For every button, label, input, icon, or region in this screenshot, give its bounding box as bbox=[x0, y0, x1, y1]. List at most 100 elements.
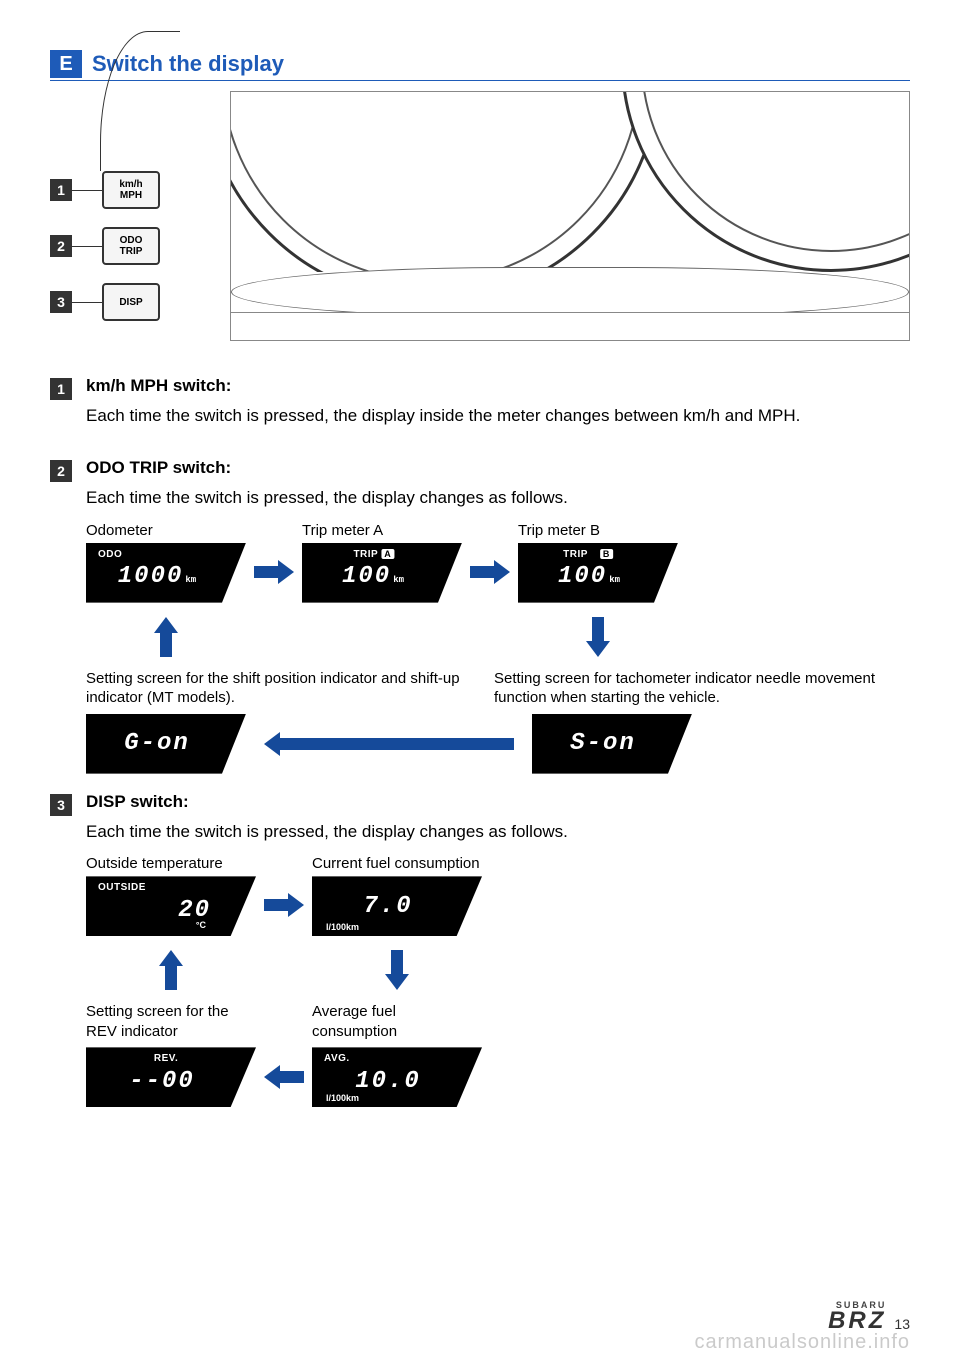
outside-top: OUTSIDE bbox=[98, 882, 146, 893]
switch-badge-1: 1 bbox=[50, 179, 72, 201]
switch-1-line2: MPH bbox=[120, 190, 142, 201]
odo-flow-row-2: G-on S-on bbox=[86, 714, 910, 774]
odometer-display: ODO 1000km bbox=[86, 543, 246, 603]
section-badge: E bbox=[50, 50, 82, 78]
arrow-up-icon bbox=[159, 950, 183, 990]
outside-label: Outside temperature bbox=[86, 855, 223, 872]
arrow-left-long-icon bbox=[264, 732, 514, 756]
outside-col: Outside temperature OUTSIDE 20 °C bbox=[86, 855, 256, 936]
tripA-label: Trip meter A bbox=[302, 522, 383, 539]
arrow-down-icon bbox=[385, 950, 409, 990]
s-on-display: S-on bbox=[532, 714, 692, 774]
odo-caption-row bbox=[86, 611, 910, 663]
current-display: 7.0 l/100km bbox=[312, 876, 482, 936]
connector-line bbox=[72, 246, 102, 247]
tripB-arrow-down-col bbox=[518, 611, 678, 663]
item-1-text: Each time the switch is pressed, the dis… bbox=[86, 404, 910, 428]
tripA-col: Trip meter A TRIPA 100km bbox=[302, 522, 462, 603]
odometer-col: Odometer ODO 1000km bbox=[86, 522, 246, 603]
odo-flow-row-1: Odometer ODO 1000km Trip meter A TRIPA 1… bbox=[86, 522, 910, 603]
item-3-text: Each time the switch is pressed, the dis… bbox=[86, 820, 910, 844]
kmh-mph-button: km/h MPH bbox=[102, 171, 160, 209]
avg-unit: l/100km bbox=[326, 1093, 359, 1103]
page-number: 13 bbox=[894, 1316, 910, 1332]
dash-trim bbox=[231, 267, 909, 317]
page-footer: SUBARU BRZ 13 bbox=[828, 1300, 910, 1332]
item-2: 2 ODO TRIP switch: Each time the switch … bbox=[50, 458, 910, 774]
tripB-col: Trip meter B TRIPB 100km bbox=[518, 522, 678, 603]
disp-arrow-row bbox=[86, 944, 910, 996]
brand-large: BRZ bbox=[828, 1310, 886, 1332]
switch-3-line1: DISP bbox=[119, 297, 142, 308]
arrow-down-icon bbox=[586, 617, 610, 657]
switch-row-1: 1 km/h MPH bbox=[50, 171, 210, 209]
tach-caption: Setting screen for tachometer indicator … bbox=[494, 669, 910, 708]
section-title: Switch the display bbox=[92, 51, 284, 77]
section-header: E Switch the display bbox=[50, 50, 910, 81]
tripA-display: TRIPA 100km bbox=[302, 543, 462, 603]
item-1: 1 km/h MPH switch: Each time the switch … bbox=[50, 376, 910, 440]
switch-2-line2: TRIP bbox=[120, 246, 143, 257]
odo-trip-button: ODO TRIP bbox=[102, 227, 160, 265]
item-2-badge: 2 bbox=[50, 460, 72, 482]
disp-flow-row-2: REV. --00 AVG. 10.0 l/100km bbox=[86, 1047, 910, 1107]
s-on-value: S-on bbox=[544, 730, 692, 757]
connector-line bbox=[72, 190, 102, 191]
switch-2-line1: ODO bbox=[120, 235, 143, 246]
gauge-bottom-band bbox=[231, 312, 909, 340]
tripB-top: TRIPB bbox=[563, 549, 613, 560]
speedometer-inner bbox=[230, 91, 641, 282]
item-3-badge: 3 bbox=[50, 794, 72, 816]
disp-caption-row: Setting screen for the REV indicator Ave… bbox=[86, 996, 910, 1047]
switch-row-3: 3 DISP bbox=[50, 283, 210, 321]
item-3-title: DISP switch: bbox=[86, 792, 910, 812]
odo-arrow-up-col bbox=[86, 611, 246, 663]
avg-display: AVG. 10.0 l/100km bbox=[312, 1047, 482, 1107]
shift-caption: Setting screen for the shift position in… bbox=[86, 669, 486, 708]
arrow-right-icon bbox=[264, 893, 304, 917]
current-col: Current fuel consumption 7.0 l/100km bbox=[312, 855, 482, 936]
rev-caption: Setting screen for the REV indicator bbox=[86, 1002, 256, 1041]
tripA-value: 100km bbox=[314, 555, 462, 590]
odometer-value: 1000km bbox=[98, 555, 246, 590]
gauge-cluster-illustration bbox=[230, 91, 910, 341]
switch-badge-2: 2 bbox=[50, 235, 72, 257]
connector-line bbox=[72, 302, 102, 303]
tripB-label: Trip meter B bbox=[518, 522, 600, 539]
outside-unit: °C bbox=[196, 920, 206, 930]
item-2-title: ODO TRIP switch: bbox=[86, 458, 910, 478]
tripB-display: TRIPB 100km bbox=[518, 543, 678, 603]
watermark: carmanualsonline.info bbox=[694, 1331, 910, 1354]
item-3: 3 DISP switch: Each time the switch is p… bbox=[50, 792, 910, 1108]
speedometer-ticks bbox=[230, 91, 639, 280]
item-1-badge: 1 bbox=[50, 378, 72, 400]
outside-display: OUTSIDE 20 °C bbox=[86, 876, 256, 936]
rev-value: --00 bbox=[98, 1060, 256, 1095]
tripB-value: 100km bbox=[530, 555, 678, 590]
disp-button: DISP bbox=[102, 283, 160, 321]
avg-value: 10.0 bbox=[324, 1060, 482, 1095]
outside-value: 20 bbox=[98, 889, 256, 924]
item-2-text: Each time the switch is pressed, the dis… bbox=[86, 486, 910, 510]
arrow-left-icon bbox=[264, 1065, 304, 1089]
rev-display: REV. --00 bbox=[86, 1047, 256, 1107]
g-on-display: G-on bbox=[86, 714, 246, 774]
switch-row-2: 2 ODO TRIP bbox=[50, 227, 210, 265]
current-value: 7.0 bbox=[324, 893, 482, 920]
current-label: Current fuel consumption bbox=[312, 855, 480, 872]
disp-flow-row-1: Outside temperature OUTSIDE 20 °C Curren… bbox=[86, 855, 910, 936]
odometer-top: ODO bbox=[98, 549, 122, 560]
brand-block: SUBARU BRZ bbox=[828, 1300, 886, 1332]
tachometer-inner bbox=[641, 91, 910, 252]
odo-caption-texts: Setting screen for the shift position in… bbox=[86, 663, 910, 714]
arrow-up-icon bbox=[154, 617, 178, 657]
tachometer-ticks bbox=[643, 91, 910, 250]
switch-badge-3: 3 bbox=[50, 291, 72, 313]
odometer-label: Odometer bbox=[86, 522, 153, 539]
switch-1-line1: km/h bbox=[119, 179, 142, 190]
item-1-title: km/h MPH switch: bbox=[86, 376, 910, 396]
switch-panel: 1 km/h MPH 2 ODO TRIP 3 DISP bbox=[50, 91, 210, 341]
rev-top: REV. bbox=[154, 1053, 178, 1064]
tripA-top: TRIPA bbox=[353, 549, 394, 560]
arrow-right-icon bbox=[254, 560, 294, 584]
